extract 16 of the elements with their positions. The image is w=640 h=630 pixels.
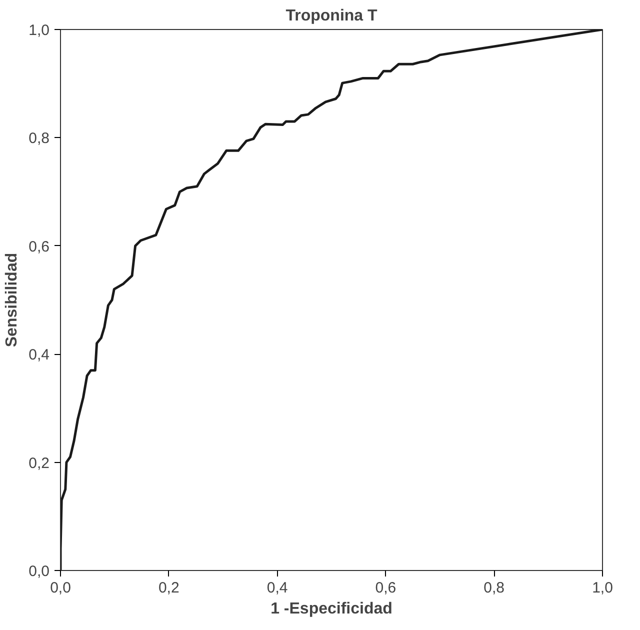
x-tick-label: 0,4 bbox=[266, 580, 288, 596]
y-tick-label: 0,8 bbox=[28, 130, 50, 148]
y-tick-label: 0,4 bbox=[28, 346, 50, 364]
line-series bbox=[60, 30, 602, 570]
chart-title: Troponina T bbox=[286, 8, 378, 24]
y-tick-label: 1,0 bbox=[28, 22, 50, 39]
x-tick-label: 0,2 bbox=[158, 580, 180, 596]
y-tick-label: 0,6 bbox=[28, 238, 50, 256]
x-tick-label: 0,8 bbox=[484, 580, 505, 596]
y-tick-label: 0,2 bbox=[28, 454, 50, 472]
y-tick-label: 0,0 bbox=[28, 563, 50, 580]
x-tick-label: 0,0 bbox=[50, 580, 71, 596]
x-tick-label: 1,0 bbox=[592, 580, 613, 596]
x-axis-title: 1 -Especificidad bbox=[270, 600, 392, 618]
x-tick-label: 0,6 bbox=[375, 580, 396, 596]
y-axis-title: Sensibilidad bbox=[4, 252, 21, 348]
